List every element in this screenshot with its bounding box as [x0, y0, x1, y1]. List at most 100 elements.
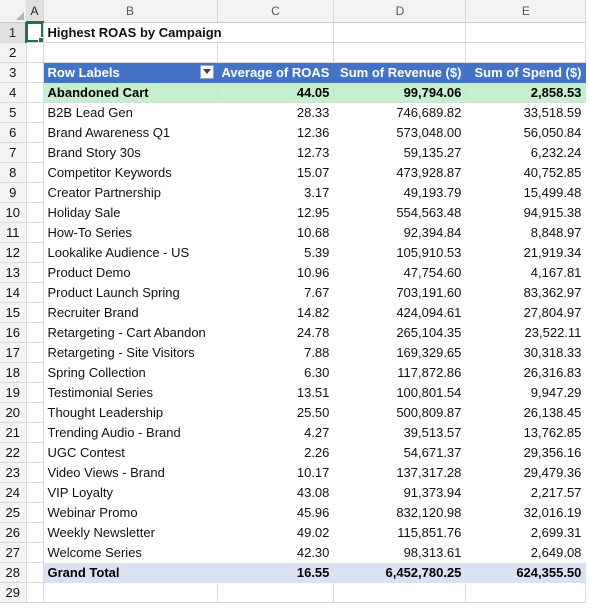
row-header[interactable]: 22 [0, 442, 27, 463]
row-header[interactable]: 4 [0, 82, 27, 103]
pivot-row-label[interactable]: Retargeting - Site Visitors [43, 342, 218, 363]
cell[interactable] [26, 502, 44, 523]
pivot-row-roas[interactable]: 43.08 [217, 482, 335, 503]
pivot-row-roas[interactable]: 44.05 [217, 82, 335, 103]
pivot-row-revenue[interactable]: 59,135.27 [333, 142, 467, 163]
pivot-row-revenue[interactable]: 265,104.35 [333, 322, 467, 343]
cell[interactable] [26, 62, 44, 83]
pivot-row-spend[interactable]: 83,362.97 [465, 282, 587, 303]
pivot-row-spend[interactable]: 29,479.36 [465, 462, 587, 483]
pivot-row-spend[interactable]: 23,522.11 [465, 322, 587, 343]
cell[interactable] [26, 542, 44, 563]
row-header[interactable]: 20 [0, 402, 27, 423]
pivot-row-revenue[interactable]: 703,191.60 [333, 282, 467, 303]
pivot-row-spend[interactable]: 32,016.19 [465, 502, 587, 523]
row-header[interactable]: 8 [0, 162, 27, 183]
pivot-row-roas[interactable]: 10.17 [217, 462, 335, 483]
pivot-row-label[interactable]: Lookalike Audience - US [43, 242, 218, 263]
pivot-row-revenue[interactable]: 573,048.00 [333, 122, 467, 143]
column-header-d[interactable]: D [333, 0, 467, 23]
pivot-row-label[interactable]: Recruiter Brand [43, 302, 218, 323]
pivot-row-revenue[interactable]: 39,513.57 [333, 422, 467, 443]
pivot-row-spend[interactable]: 94,915.38 [465, 202, 587, 223]
pivot-row-spend[interactable]: 33,518.59 [465, 102, 587, 123]
grand-total-revenue[interactable]: 6,452,780.25 [333, 561, 467, 583]
pivot-row-label[interactable]: Creator Partnership [43, 182, 218, 203]
column-header-e[interactable]: E [465, 0, 587, 23]
pivot-row-revenue[interactable]: 99,794.06 [333, 82, 467, 103]
pivot-row-revenue[interactable]: 832,120.98 [333, 502, 467, 523]
cell[interactable] [217, 582, 335, 603]
cell[interactable] [26, 102, 44, 123]
row-header[interactable]: 12 [0, 242, 27, 263]
column-header-b[interactable]: B [43, 0, 218, 23]
cell[interactable] [26, 162, 44, 183]
pivot-row-spend[interactable]: 8,848.97 [465, 222, 587, 243]
pivot-row-roas[interactable]: 15.07 [217, 162, 335, 183]
pivot-row-revenue[interactable]: 49,193.79 [333, 182, 467, 203]
pivot-row-spend[interactable]: 2,217.57 [465, 482, 587, 503]
row-header[interactable]: 10 [0, 202, 27, 223]
cell[interactable] [26, 202, 44, 223]
cell[interactable] [26, 322, 44, 343]
row-header[interactable]: 11 [0, 222, 27, 243]
cell[interactable] [26, 522, 44, 543]
row-header[interactable]: 9 [0, 182, 27, 203]
pivot-row-spend[interactable]: 27,804.97 [465, 302, 587, 323]
column-header-c[interactable]: C [217, 0, 335, 23]
pivot-header-sum-revenue[interactable]: Sum of Revenue ($) [333, 62, 467, 83]
pivot-row-roas[interactable]: 24.78 [217, 322, 335, 343]
pivot-row-label[interactable]: Testimonial Series [43, 382, 218, 403]
pivot-row-spend[interactable]: 30,318.33 [465, 342, 587, 363]
pivot-row-revenue[interactable]: 91,373.94 [333, 482, 467, 503]
pivot-row-spend[interactable]: 29,356.16 [465, 442, 587, 463]
row-header[interactable]: 26 [0, 522, 27, 543]
pivot-row-revenue[interactable]: 554,563.48 [333, 202, 467, 223]
cell[interactable] [217, 42, 335, 63]
cell[interactable] [465, 22, 587, 43]
cell[interactable] [43, 42, 218, 63]
cell[interactable] [26, 82, 44, 103]
pivot-row-label[interactable]: Competitor Keywords [43, 162, 218, 183]
pivot-row-label[interactable]: B2B Lead Gen [43, 102, 218, 123]
pivot-row-revenue[interactable]: 500,809.87 [333, 402, 467, 423]
cell[interactable] [26, 562, 44, 583]
row-header[interactable]: 17 [0, 342, 27, 363]
row-header[interactable]: 18 [0, 362, 27, 383]
cell[interactable] [26, 182, 44, 203]
pivot-row-roas[interactable]: 2.26 [217, 442, 335, 463]
cell[interactable] [26, 482, 44, 503]
pivot-row-spend[interactable]: 26,316.83 [465, 362, 587, 383]
grand-total-label[interactable]: Grand Total [43, 561, 218, 583]
fill-handle[interactable] [37, 36, 43, 41]
row-header[interactable]: 28 [0, 562, 27, 583]
pivot-row-spend[interactable]: 2,699.31 [465, 522, 587, 543]
cell[interactable] [26, 122, 44, 143]
cell[interactable] [26, 402, 44, 423]
row-header[interactable]: 25 [0, 502, 27, 523]
column-header-a[interactable]: A [26, 0, 44, 23]
pivot-row-label[interactable]: Webinar Promo [43, 502, 218, 523]
cell[interactable] [43, 582, 218, 603]
pivot-row-revenue[interactable]: 117,872.86 [333, 362, 467, 383]
pivot-row-label[interactable]: VIP Loyalty [43, 482, 218, 503]
pivot-header-row-labels[interactable]: Row Labels [43, 62, 218, 83]
pivot-row-label[interactable]: Retargeting - Cart Abandon [43, 322, 218, 343]
cell[interactable] [333, 22, 467, 43]
pivot-row-roas[interactable]: 3.17 [217, 182, 335, 203]
pivot-header-sum-spend[interactable]: Sum of Spend ($) [465, 62, 587, 83]
pivot-row-label[interactable]: Weekly Newsletter [43, 522, 218, 543]
pivot-row-label[interactable]: Video Views - Brand [43, 462, 218, 483]
cell[interactable] [26, 382, 44, 403]
pivot-row-roas[interactable]: 49.02 [217, 522, 335, 543]
cell[interactable] [26, 582, 44, 603]
pivot-row-revenue[interactable]: 473,928.87 [333, 162, 467, 183]
pivot-row-label[interactable]: Trending Audio - Brand [43, 422, 218, 443]
pivot-row-revenue[interactable]: 105,910.53 [333, 242, 467, 263]
pivot-row-revenue[interactable]: 47,754.60 [333, 262, 467, 283]
pivot-row-revenue[interactable]: 115,851.76 [333, 522, 467, 543]
cell-a1[interactable] [26, 22, 44, 43]
pivot-header-avg-roas[interactable]: Average of ROAS [217, 62, 335, 83]
pivot-row-roas[interactable]: 42.30 [217, 542, 335, 563]
cell[interactable] [26, 462, 44, 483]
